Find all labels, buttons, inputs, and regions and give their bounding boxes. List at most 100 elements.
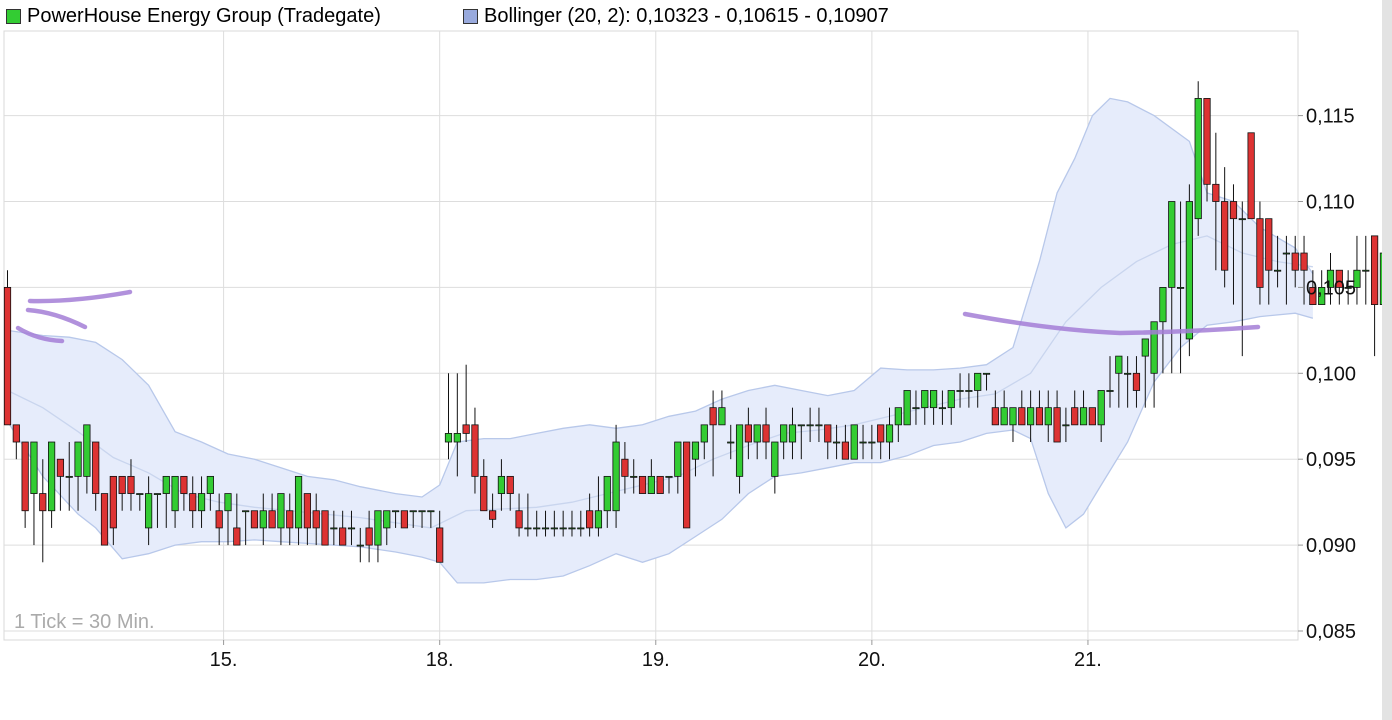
candle-body (1141, 338, 1149, 357)
candle-body (788, 424, 797, 443)
candle (762, 407, 770, 460)
candle-body (541, 527, 550, 530)
candle (568, 510, 576, 537)
candle-body (1371, 235, 1379, 305)
legend-item-price[interactable]: PowerHouse Energy Group (Tradegate) (6, 3, 381, 29)
bollinger-swatch-icon (463, 8, 478, 24)
candle-body (524, 527, 532, 530)
candle-body (780, 424, 788, 443)
candle-body (162, 475, 170, 494)
scrollbar[interactable] (1382, 0, 1392, 720)
candle (506, 475, 514, 511)
candle-body (515, 510, 523, 529)
candle-body (533, 527, 541, 530)
price-swatch-icon (6, 8, 21, 24)
candle (1326, 253, 1335, 305)
candle (374, 510, 382, 563)
candle-body (877, 424, 885, 443)
candle (956, 373, 964, 408)
candle (1371, 235, 1379, 357)
candle-body (1344, 286, 1352, 289)
candle (1062, 407, 1070, 443)
candle (180, 475, 188, 511)
candle-body (709, 407, 717, 426)
y-tick-label: 0,115 (1306, 106, 1355, 128)
candle (656, 475, 664, 494)
candle (1159, 286, 1167, 374)
candle (100, 493, 109, 546)
candle-body (330, 527, 338, 530)
candle-body (815, 424, 823, 427)
candle-body (894, 407, 902, 426)
candle (1229, 184, 1238, 305)
candle-body (444, 433, 453, 443)
candle (339, 510, 347, 546)
candle-body (612, 441, 620, 512)
candle-body (286, 510, 294, 529)
candle (277, 493, 285, 546)
candle (991, 390, 999, 426)
candle (206, 475, 214, 511)
candle-body (656, 475, 664, 494)
candle (1141, 338, 1149, 408)
candle-body (771, 441, 779, 477)
candle-body (206, 475, 214, 494)
candle (153, 493, 162, 528)
candle (1212, 132, 1220, 271)
candle (1318, 270, 1326, 305)
candle (691, 441, 700, 477)
candle (1282, 235, 1290, 305)
candle-body (145, 493, 153, 529)
candle (1009, 407, 1017, 443)
candle (1097, 390, 1105, 443)
candle-body (12, 424, 20, 443)
candle (982, 372, 991, 391)
candle-body (3, 286, 12, 426)
candle-body (127, 475, 135, 494)
candle (136, 493, 144, 511)
candle-body (735, 424, 744, 477)
candle (550, 510, 558, 537)
y-tick-label: 0,105 (1306, 277, 1356, 299)
candle-body (1035, 407, 1044, 426)
candle-body (56, 458, 65, 477)
candle-body (48, 441, 56, 512)
candle-body (797, 424, 805, 427)
candle (1203, 98, 1211, 202)
candle (1362, 235, 1370, 305)
candle-body (1247, 132, 1255, 220)
legend-item-bollinger[interactable]: Bollinger (20, 2): 0,10323 - 0,10615 - 0… (463, 3, 889, 29)
candle-body (912, 407, 920, 410)
candle (912, 390, 920, 425)
candle-body (462, 424, 470, 434)
candle (233, 493, 241, 546)
candle-body (215, 510, 223, 529)
candle (859, 424, 867, 460)
candle (480, 459, 488, 512)
candle (1273, 235, 1282, 288)
candle (1053, 390, 1061, 443)
candle-body (400, 510, 409, 529)
candle-body (109, 475, 117, 529)
candle (356, 527, 364, 563)
candle-body (1309, 286, 1317, 305)
candle-body (92, 441, 100, 494)
candle-body (1000, 407, 1008, 426)
candle-body (39, 493, 47, 512)
y-tick-label: 0,095 (1306, 449, 1356, 471)
candle (1106, 356, 1114, 408)
candle (162, 475, 170, 528)
candle (488, 493, 497, 528)
candle (12, 424, 20, 460)
candle (630, 459, 638, 494)
candle-body (180, 475, 188, 494)
candle-body (347, 527, 356, 530)
candle (832, 424, 841, 460)
candle (1265, 218, 1273, 305)
candle-body (1229, 201, 1238, 220)
candle-body (974, 372, 982, 391)
y-tick-label: 0,110 (1306, 192, 1355, 214)
candle-body (1088, 407, 1096, 426)
candle (453, 373, 461, 477)
candle (312, 493, 320, 546)
